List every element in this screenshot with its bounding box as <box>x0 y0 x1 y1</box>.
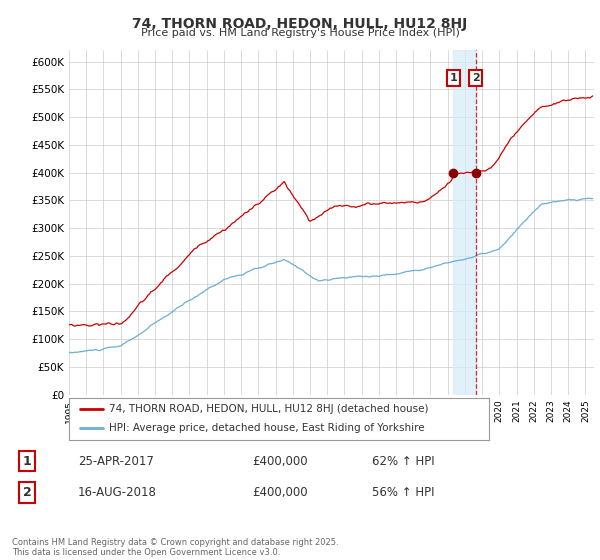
Text: 1: 1 <box>449 73 457 83</box>
Text: HPI: Average price, detached house, East Riding of Yorkshire: HPI: Average price, detached house, East… <box>109 423 425 433</box>
Text: 1: 1 <box>23 455 31 468</box>
Text: 16-AUG-2018: 16-AUG-2018 <box>78 486 157 500</box>
Text: 2: 2 <box>472 73 479 83</box>
Text: Contains HM Land Registry data © Crown copyright and database right 2025.
This d: Contains HM Land Registry data © Crown c… <box>12 538 338 557</box>
Text: 2: 2 <box>23 486 31 500</box>
Text: 25-APR-2017: 25-APR-2017 <box>78 455 154 468</box>
Text: 74, THORN ROAD, HEDON, HULL, HU12 8HJ (detached house): 74, THORN ROAD, HEDON, HULL, HU12 8HJ (d… <box>109 404 428 414</box>
Bar <box>453 50 476 395</box>
Text: Price paid vs. HM Land Registry's House Price Index (HPI): Price paid vs. HM Land Registry's House … <box>140 28 460 38</box>
Text: 62% ↑ HPI: 62% ↑ HPI <box>372 455 434 468</box>
Text: 56% ↑ HPI: 56% ↑ HPI <box>372 486 434 500</box>
Text: £400,000: £400,000 <box>252 455 308 468</box>
Text: £400,000: £400,000 <box>252 486 308 500</box>
Text: 74, THORN ROAD, HEDON, HULL, HU12 8HJ: 74, THORN ROAD, HEDON, HULL, HU12 8HJ <box>133 17 467 31</box>
